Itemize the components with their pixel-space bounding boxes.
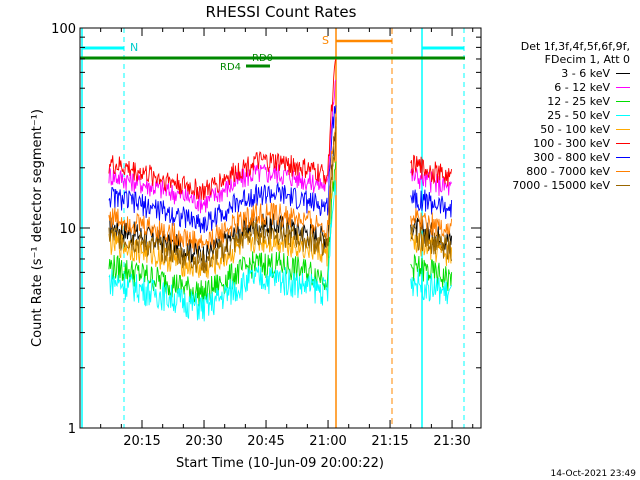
x-tick-label: 21:15 bbox=[371, 434, 408, 449]
series-line bbox=[410, 224, 453, 262]
legend-entry: 12 - 25 keV bbox=[450, 94, 630, 108]
legend-entry: 7000 - 15000 keV bbox=[450, 178, 630, 192]
legend-swatch bbox=[616, 86, 630, 88]
legend-entry-label: 25 - 50 keV bbox=[547, 108, 610, 122]
legend-entry-label: 6 - 12 keV bbox=[554, 80, 610, 94]
footer-date: 14-Oct-2021 23:49 bbox=[551, 469, 637, 479]
y-tick-label: 1 bbox=[68, 422, 76, 437]
legend-entry: 100 - 300 keV bbox=[450, 136, 630, 150]
legend-entry: 25 - 50 keV bbox=[450, 108, 630, 122]
rd4-label: RD4 bbox=[220, 62, 241, 73]
series-line bbox=[410, 154, 453, 187]
axis-ticks: 20:15 20:30 20:45 21:00 21:15 21:30 1 10 100 bbox=[51, 22, 481, 449]
legend-header-2: FDecim 1, Att 0 bbox=[544, 53, 630, 66]
x-tick-label: 20:45 bbox=[247, 434, 284, 449]
night-label: N bbox=[130, 41, 138, 54]
series-line bbox=[410, 217, 453, 251]
y-axis-label: Count Rate (s⁻¹ detector segment⁻¹) bbox=[30, 109, 45, 347]
y-tick-label: 10 bbox=[59, 222, 76, 237]
legend-entry-label: 50 - 100 keV bbox=[540, 122, 610, 136]
series-line bbox=[108, 116, 337, 253]
legend: Det 1f,3f,4f,5f,6f,9f, FDecim 1, Att 0 3… bbox=[450, 40, 630, 192]
series-line bbox=[108, 180, 337, 322]
series-line bbox=[108, 58, 337, 201]
legend-entry-label: 7000 - 15000 keV bbox=[512, 178, 610, 192]
x-axis-label: Start Time (10-Jun-09 20:00:22) bbox=[176, 456, 384, 471]
legend-entry: 300 - 800 keV bbox=[450, 150, 630, 164]
legend-entry: 3 - 6 keV bbox=[450, 66, 630, 80]
x-tick-label: 21:30 bbox=[433, 434, 470, 449]
series-line bbox=[410, 167, 452, 196]
legend-entry-label: 100 - 300 keV bbox=[533, 136, 610, 150]
legend-swatch bbox=[616, 156, 630, 158]
legend-entry-label: 12 - 25 keV bbox=[547, 94, 610, 108]
legend-swatch bbox=[616, 128, 630, 130]
saa-label: S bbox=[322, 34, 329, 47]
legend-entry-label: 800 - 7000 keV bbox=[526, 164, 610, 178]
series-line bbox=[410, 268, 453, 305]
x-tick-label: 20:30 bbox=[185, 434, 222, 449]
legend-swatch bbox=[616, 142, 630, 144]
y-tick-label: 100 bbox=[51, 22, 76, 37]
legend-swatch bbox=[616, 72, 630, 74]
series-line bbox=[410, 208, 453, 238]
legend-swatch bbox=[616, 184, 630, 186]
legend-swatch bbox=[616, 170, 630, 172]
legend-entry-label: 300 - 800 keV bbox=[533, 150, 610, 164]
legend-entry-label: 3 - 6 keV bbox=[561, 66, 610, 80]
series-line bbox=[410, 189, 453, 219]
legend-entry: 6 - 12 keV bbox=[450, 80, 630, 94]
rd0-label: RD0 bbox=[252, 53, 273, 64]
legend-items: 3 - 6 keV 6 - 12 keV 12 - 25 keV 25 - 50 ke… bbox=[450, 66, 630, 192]
legend-entry: 50 - 100 keV bbox=[450, 122, 630, 136]
x-tick-label: 21:00 bbox=[309, 434, 346, 449]
legend-entry: 800 - 7000 keV bbox=[450, 164, 630, 178]
legend-swatch bbox=[616, 114, 630, 116]
series-line bbox=[108, 105, 337, 234]
series-layer bbox=[108, 58, 453, 322]
legend-header-1: Det 1f,3f,4f,5f,6f,9f, bbox=[520, 40, 630, 53]
chart-title: RHESSI Count Rates bbox=[206, 3, 357, 21]
series-line bbox=[108, 126, 337, 274]
x-tick-label: 20:15 bbox=[123, 434, 160, 449]
legend-swatch bbox=[616, 100, 630, 102]
